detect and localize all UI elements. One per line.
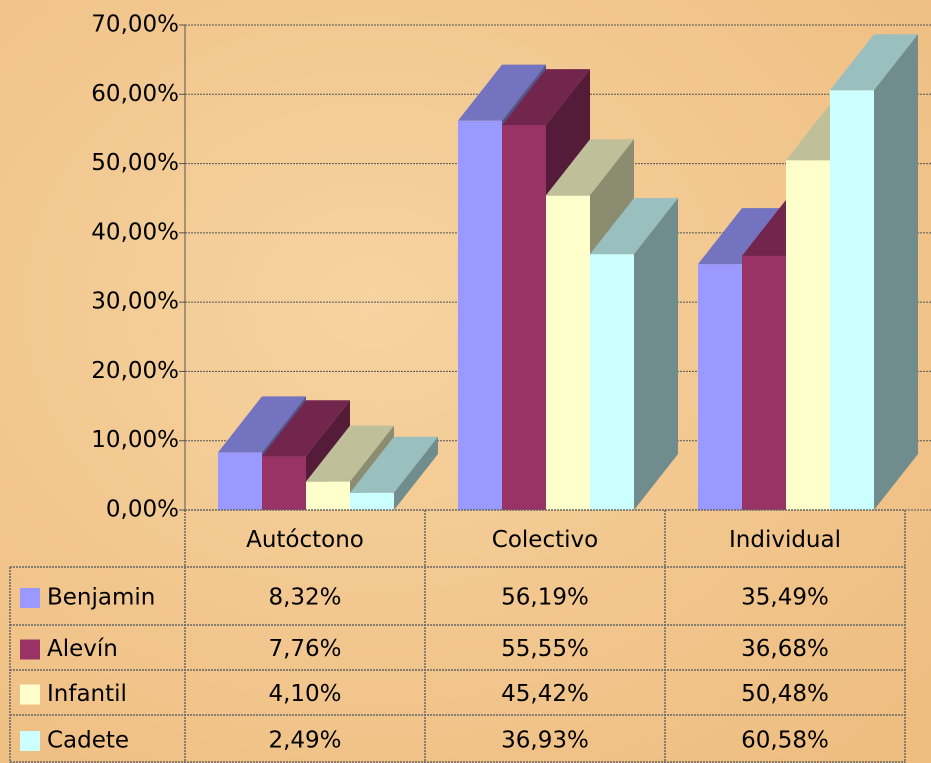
- bar-top: [350, 436, 438, 493]
- bar-side: [874, 34, 918, 510]
- bar-front: [218, 452, 262, 510]
- bar-side: [634, 198, 678, 510]
- bar-top: [218, 396, 306, 453]
- legend-swatch: [20, 588, 40, 608]
- x-tick-label: Individual: [729, 527, 841, 553]
- y-tick-label: 60,00%: [91, 81, 179, 107]
- y-tick-label: 70,00%: [91, 12, 179, 38]
- bar-side: [394, 436, 438, 510]
- data-label: 8,32%: [268, 585, 341, 611]
- y-tick-label: 30,00%: [91, 289, 179, 315]
- bar-top: [458, 64, 546, 121]
- data-label: 55,55%: [501, 636, 589, 662]
- data-label: 36,68%: [741, 636, 829, 662]
- bar-front: [590, 254, 634, 510]
- legend-swatch: [20, 731, 40, 751]
- bar-top: [698, 208, 786, 265]
- y-tick-label: 50,00%: [91, 150, 179, 176]
- bar-front: [546, 195, 590, 510]
- bar-top: [590, 198, 678, 255]
- data-label: 4,10%: [268, 681, 341, 707]
- bar-front: [698, 264, 742, 510]
- data-label: 36,93%: [501, 728, 589, 754]
- x-tick-label: Colectivo: [492, 527, 598, 553]
- legend-swatch: [20, 639, 40, 660]
- bar-front: [786, 160, 830, 510]
- bar-front: [262, 456, 306, 510]
- data-label: 60,58%: [741, 728, 829, 754]
- bar-front: [742, 255, 786, 510]
- y-tick-label: 20,00%: [91, 358, 179, 384]
- legend-label: Benjamin: [47, 585, 155, 611]
- bar-top: [830, 34, 918, 91]
- bar-front: [458, 120, 502, 511]
- data-label: 2,49%: [268, 728, 341, 754]
- legend-label: Alevín: [47, 636, 118, 662]
- y-tick-label: 10,00%: [91, 427, 179, 453]
- legend-label: Infantil: [47, 681, 127, 707]
- bar-front: [306, 481, 350, 510]
- x-tick-label: Autóctono: [246, 527, 364, 553]
- legend-label: Cadete: [47, 728, 129, 754]
- data-label: 7,76%: [268, 636, 341, 662]
- bar-top: [502, 69, 590, 126]
- data-label: 50,48%: [741, 681, 829, 707]
- bar-front: [502, 125, 546, 510]
- bar-top: [262, 400, 350, 457]
- y-tick-label: 40,00%: [91, 219, 179, 245]
- bar-front: [350, 492, 394, 510]
- data-label: 45,42%: [501, 681, 589, 707]
- y-tick-label: 0,00%: [106, 497, 179, 523]
- bar-top: [306, 425, 394, 482]
- legend-swatch: [20, 684, 40, 705]
- bar-top: [546, 139, 634, 196]
- data-label: 35,49%: [741, 585, 829, 611]
- bar-front: [830, 90, 874, 510]
- data-label: 56,19%: [501, 585, 589, 611]
